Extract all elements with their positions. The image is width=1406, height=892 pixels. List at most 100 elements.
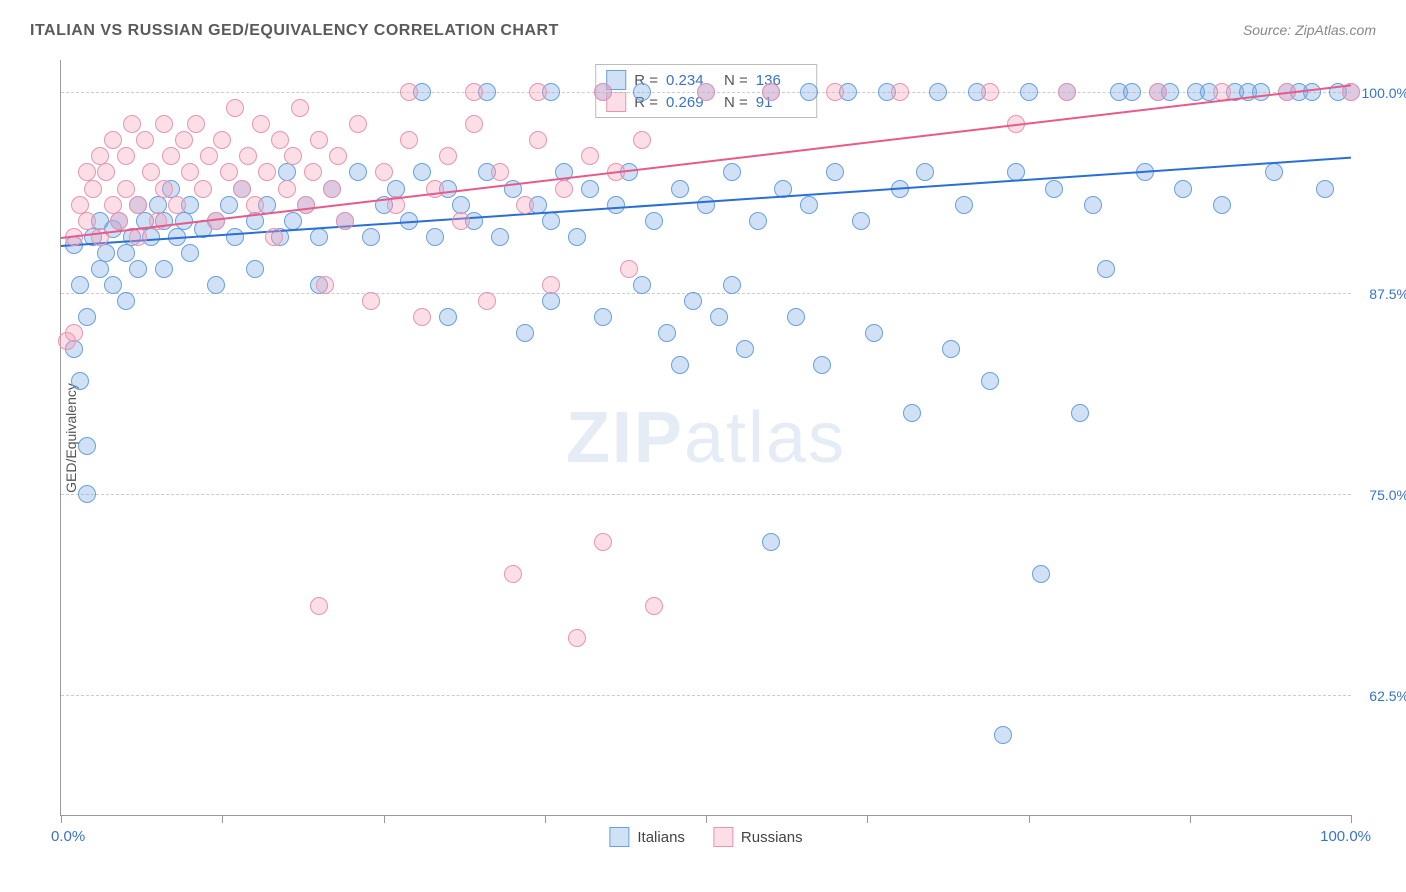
scatter-point xyxy=(1123,83,1141,101)
chart-title: ITALIAN VS RUSSIAN GED/EQUIVALENCY CORRE… xyxy=(30,22,559,40)
scatter-point xyxy=(1097,260,1115,278)
y-tick-label: 62.5% xyxy=(1369,688,1406,704)
scatter-point xyxy=(187,115,205,133)
scatter-point xyxy=(142,163,160,181)
scatter-point xyxy=(310,131,328,149)
scatter-point xyxy=(658,324,676,342)
x-tick xyxy=(1351,815,1352,823)
scatter-point xyxy=(181,163,199,181)
x-tick xyxy=(706,815,707,823)
scatter-point xyxy=(291,99,309,117)
scatter-point xyxy=(278,180,296,198)
source-attribution: Source: ZipAtlas.com xyxy=(1243,22,1376,38)
scatter-point xyxy=(671,356,689,374)
scatter-point xyxy=(336,212,354,230)
grid-line: 87.5% xyxy=(61,293,1351,294)
scatter-point xyxy=(762,83,780,101)
scatter-point xyxy=(246,260,264,278)
legend-item-italians: Italians xyxy=(609,827,685,847)
scatter-point xyxy=(749,212,767,230)
scatter-point xyxy=(78,308,96,326)
scatter-point xyxy=(78,437,96,455)
scatter-point xyxy=(258,163,276,181)
scatter-point xyxy=(516,196,534,214)
scatter-point xyxy=(136,131,154,149)
scatter-point xyxy=(104,131,122,149)
scatter-point xyxy=(117,180,135,198)
x-tick xyxy=(1029,815,1030,823)
x-tick xyxy=(867,815,868,823)
scatter-point xyxy=(375,163,393,181)
scatter-point xyxy=(91,260,109,278)
scatter-point xyxy=(684,292,702,310)
scatter-point xyxy=(1265,163,1283,181)
scatter-point xyxy=(78,212,96,230)
scatter-point xyxy=(284,147,302,165)
scatter-point xyxy=(265,228,283,246)
scatter-point xyxy=(620,260,638,278)
scatter-point xyxy=(942,340,960,358)
scatter-point xyxy=(1149,83,1167,101)
scatter-point xyxy=(568,629,586,647)
scatter-point xyxy=(271,131,289,149)
scatter-point xyxy=(252,115,270,133)
scatter-point xyxy=(1213,196,1231,214)
scatter-point xyxy=(304,163,322,181)
scatter-point xyxy=(439,308,457,326)
scatter-point xyxy=(1071,404,1089,422)
n-label: N = xyxy=(724,72,748,89)
x-tick xyxy=(384,815,385,823)
x-tick xyxy=(222,815,223,823)
scatter-point xyxy=(123,115,141,133)
scatter-point xyxy=(310,597,328,615)
scatter-point xyxy=(916,163,934,181)
scatter-point xyxy=(1032,565,1050,583)
scatter-point xyxy=(581,180,599,198)
scatter-point xyxy=(710,308,728,326)
scatter-point xyxy=(568,228,586,246)
scatter-point xyxy=(491,228,509,246)
scatter-point xyxy=(594,533,612,551)
scatter-point xyxy=(826,83,844,101)
scatter-point xyxy=(529,83,547,101)
scatter-point xyxy=(865,324,883,342)
swatch-russians xyxy=(713,827,733,847)
scatter-point xyxy=(955,196,973,214)
watermark: ZIPatlas xyxy=(566,397,846,479)
scatter-point xyxy=(71,276,89,294)
scatter-point xyxy=(329,147,347,165)
scatter-point xyxy=(117,147,135,165)
scatter-point xyxy=(65,324,83,342)
scatter-point xyxy=(542,276,560,294)
scatter-point xyxy=(426,228,444,246)
scatter-point xyxy=(155,115,173,133)
scatter-point xyxy=(213,131,231,149)
y-tick-label: 100.0% xyxy=(1362,85,1406,101)
scatter-point xyxy=(491,163,509,181)
legend-label-russians: Russians xyxy=(741,829,803,846)
scatter-point xyxy=(903,404,921,422)
scatter-point xyxy=(607,196,625,214)
scatter-point xyxy=(200,147,218,165)
scatter-point xyxy=(323,180,341,198)
scatter-point xyxy=(310,228,328,246)
n-label: N = xyxy=(724,94,748,111)
scatter-point xyxy=(723,276,741,294)
scatter-point xyxy=(175,131,193,149)
scatter-point xyxy=(645,597,663,615)
scatter-point xyxy=(1058,83,1076,101)
scatter-point xyxy=(555,180,573,198)
x-tick xyxy=(545,815,546,823)
scatter-point xyxy=(233,180,251,198)
scatter-point xyxy=(465,115,483,133)
scatter-point xyxy=(981,83,999,101)
scatter-point xyxy=(697,196,715,214)
y-axis-title: GED/Equivalency xyxy=(63,383,79,493)
scatter-point xyxy=(71,372,89,390)
scatter-point xyxy=(478,292,496,310)
scatter-point xyxy=(316,276,334,294)
scatter-point xyxy=(800,196,818,214)
scatter-point xyxy=(400,83,418,101)
scatter-point xyxy=(207,276,225,294)
scatter-point xyxy=(362,292,380,310)
